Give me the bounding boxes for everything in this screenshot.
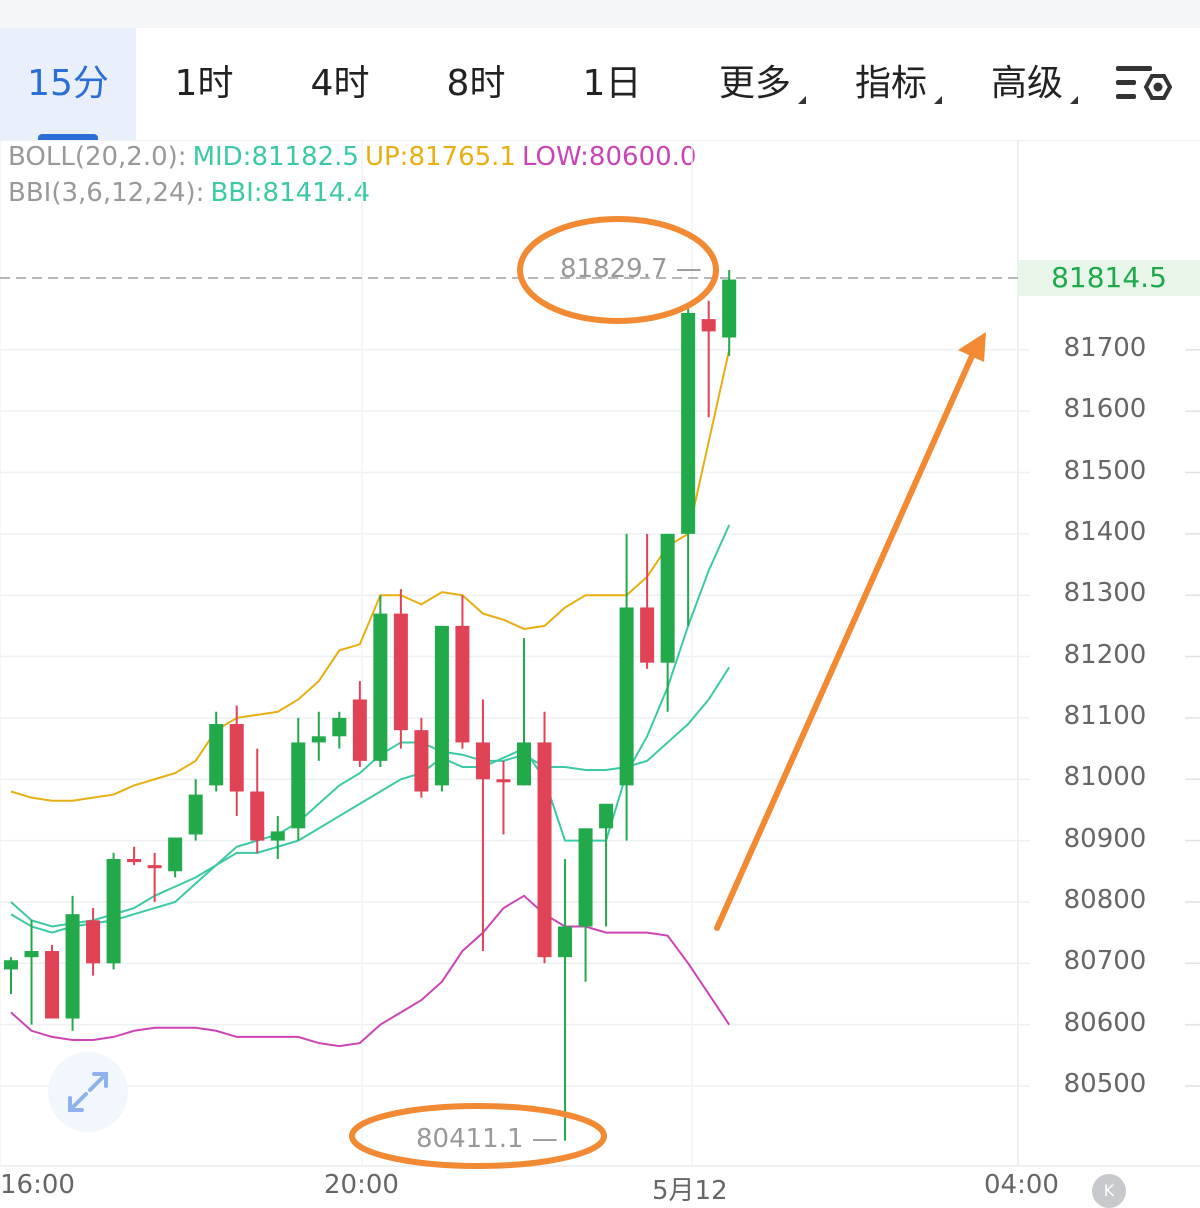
candle-body-up	[4, 960, 18, 970]
candle-body-up	[311, 736, 326, 743]
tab-15min[interactable]: 15分	[0, 28, 136, 140]
candle-body-down	[352, 699, 367, 761]
bbi-name: BBI(3,6,12,24):	[8, 178, 205, 208]
candle-body-up	[681, 312, 696, 534]
y-tick-label: 81200	[1063, 639, 1147, 670]
trend-arrow-head	[958, 332, 986, 362]
chart-settings-icon[interactable]	[1114, 62, 1172, 110]
candle-body-up	[332, 717, 347, 737]
status-strip	[0, 0, 1200, 28]
candle-body-up	[209, 724, 224, 786]
tab-label: 8时	[446, 63, 506, 104]
candle-body-down	[45, 951, 60, 1019]
candle-body-up	[599, 803, 614, 829]
bbi-line	[10, 524, 731, 928]
candle-body-down	[475, 742, 490, 780]
y-tick-label: 80800	[1063, 884, 1147, 915]
tab-label: 15分	[27, 63, 109, 104]
candle-body-down	[147, 865, 162, 869]
candle-body-down	[250, 791, 265, 841]
y-tick-label: 81000	[1063, 762, 1147, 793]
candle-body-up	[188, 794, 203, 835]
x-tick-label: 20:00	[324, 1170, 399, 1200]
boll-upper-line	[10, 349, 731, 802]
y-tick-label: 81300	[1063, 578, 1147, 609]
y-tick-label: 80500	[1063, 1069, 1147, 1099]
boll-up-value: UP:81765.1	[364, 142, 516, 172]
candle-body-up	[168, 837, 183, 872]
x-tick-label: 16:00	[0, 1170, 75, 1200]
candle-body-up	[373, 613, 388, 761]
y-tick-label: 80700	[1063, 946, 1147, 977]
boll-mid-value: MID:81182.5	[192, 142, 359, 172]
candle-body-up	[722, 279, 737, 338]
active-tab-indicator	[38, 134, 98, 140]
y-tick-label: 81500	[1063, 455, 1147, 486]
tab-more[interactable]: 更多	[700, 28, 810, 140]
candle-body-up	[558, 926, 573, 958]
candle-body-up	[578, 828, 593, 927]
y-tick-label: 81700	[1063, 332, 1147, 363]
trend-arrow-shaft	[714, 353, 975, 931]
low-price-label: 80411.1 —	[416, 1124, 558, 1154]
y-tick-label: 81600	[1063, 394, 1147, 425]
boll-low-value: LOW:80600.0	[521, 142, 697, 172]
tab-label: 4时	[310, 63, 370, 104]
candle-body-down	[393, 613, 408, 731]
tab-label: 更多	[718, 63, 791, 104]
tab-label: 高级	[990, 63, 1063, 104]
candle-body-down	[455, 625, 470, 743]
candle-body-up	[24, 951, 39, 958]
candle-body-down	[496, 779, 511, 783]
expand-icon	[68, 1072, 108, 1112]
candle-body-down	[414, 730, 429, 792]
tab-label: 1时	[174, 63, 234, 104]
high-price-label: 81829.7 —	[560, 254, 702, 284]
candle-body-up	[270, 831, 285, 841]
last-price-tag: 81814.5	[1018, 260, 1200, 296]
candle-body-up	[65, 914, 80, 1019]
candle-body-up	[660, 533, 675, 663]
tab-1d[interactable]: 1日	[544, 28, 680, 140]
boll-name: BOLL(20,2.0):	[8, 142, 187, 172]
bbi-value: BBI:81414.4	[210, 178, 371, 208]
tab-4h[interactable]: 4时	[272, 28, 408, 140]
candle-body-down	[86, 920, 101, 964]
candle-body-down	[127, 859, 142, 863]
candle-body-down	[229, 724, 244, 792]
boll-mid-line	[10, 666, 731, 934]
expand-button[interactable]	[48, 1052, 128, 1132]
tab-label: 1日	[582, 63, 642, 104]
tab-8h[interactable]: 8时	[408, 28, 544, 140]
x-tick-label: 04:00	[984, 1170, 1059, 1200]
candle-body-up	[434, 625, 449, 786]
bbi-legend: BBI(3,6,12,24): BBI:81414.4	[8, 178, 376, 208]
y-tick-label: 81100	[1063, 700, 1147, 731]
candle-body-up	[291, 742, 306, 829]
candle-body-down	[537, 742, 552, 958]
candle-body-down	[701, 319, 716, 332]
tab-label: 指标	[854, 63, 927, 104]
tab-1h[interactable]: 1时	[136, 28, 272, 140]
dropdown-corner-icon	[798, 96, 806, 104]
tab-indicators[interactable]: 指标	[836, 28, 946, 140]
interval-tab-bar: 15分 1时 4时 8时 1日 更多 指标 高级	[0, 28, 1200, 141]
candle-body-up	[619, 607, 634, 786]
boll-lower-line	[10, 894, 731, 1048]
y-tick-label: 80900	[1063, 823, 1147, 854]
boll-legend: BOLL(20,2.0): MID:81182.5 UP:81765.1 LOW:80…	[8, 142, 702, 172]
dropdown-corner-icon	[1070, 96, 1078, 104]
y-tick-label: 80600	[1063, 1007, 1147, 1038]
candle-body-down	[640, 607, 655, 663]
candle-body-up	[517, 742, 531, 786]
x-tick-label: 5月12	[652, 1176, 728, 1206]
k-button[interactable]: K	[1092, 1174, 1126, 1208]
candle-body-up	[106, 859, 121, 964]
tab-advanced[interactable]: 高级	[972, 28, 1082, 140]
dropdown-corner-icon	[934, 96, 942, 104]
y-tick-label: 81400	[1063, 516, 1147, 547]
